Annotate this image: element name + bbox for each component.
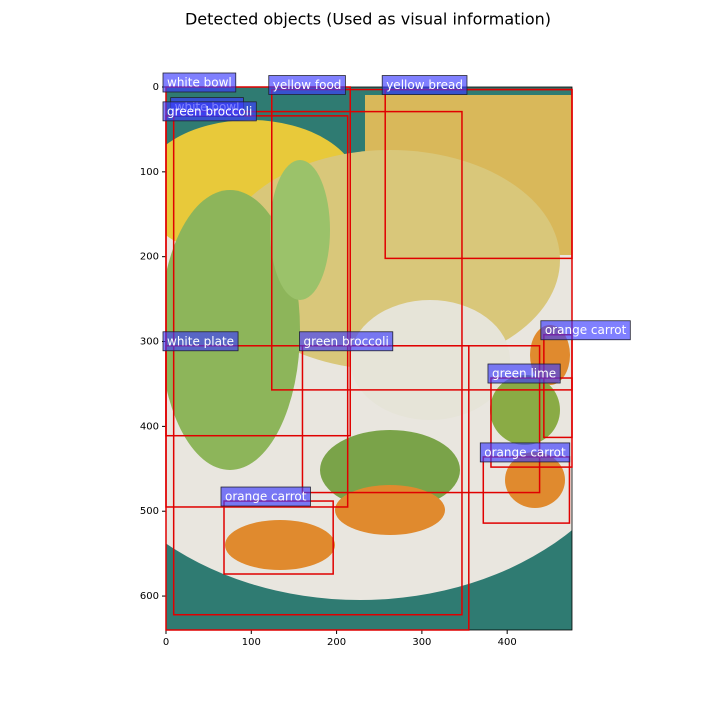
object-label: yellow food [273, 78, 342, 92]
y-tick-label: 400 [140, 421, 159, 432]
object-label: orange carrot [484, 445, 566, 459]
photo [166, 87, 572, 630]
bounding-box [165, 115, 349, 508]
label-box [381, 75, 468, 95]
y-tick-label: 600 [140, 591, 159, 602]
x-tick-label: 100 [242, 637, 261, 648]
chart-title: Detected objects (Used as visual informa… [185, 10, 551, 29]
object-label: orange carrot [545, 323, 627, 337]
label-box [479, 442, 571, 463]
bounding-box [384, 88, 573, 260]
x-tick-label: 400 [498, 637, 517, 648]
y-tick-label: 100 [140, 167, 159, 178]
label-box [299, 331, 394, 352]
y-tick-label: 500 [140, 506, 159, 517]
object-label: yellow bread [386, 78, 463, 92]
label-box [220, 486, 311, 507]
object-label: orange carrot [225, 490, 307, 504]
y-tick-label: 200 [140, 252, 159, 263]
x-tick-label: 0 [163, 637, 169, 648]
y-tick-label: 300 [140, 337, 159, 348]
label-box [162, 101, 257, 122]
x-tick-label: 200 [327, 637, 346, 648]
object-label: green broccoli [303, 334, 388, 348]
object-label: white plate [167, 334, 234, 348]
label-box [162, 331, 239, 352]
label-box [540, 320, 631, 341]
bounding-box [301, 345, 541, 494]
x-tick-label: 300 [412, 637, 431, 648]
object-label: green lime [492, 367, 556, 381]
label-box [162, 72, 237, 93]
object-label: green broccoli [167, 104, 252, 118]
label-box [268, 75, 346, 95]
y-tick-label: 0 [153, 82, 159, 93]
object-label: white bowl [167, 76, 232, 90]
label-box [487, 363, 561, 384]
bounding-box [172, 110, 463, 616]
